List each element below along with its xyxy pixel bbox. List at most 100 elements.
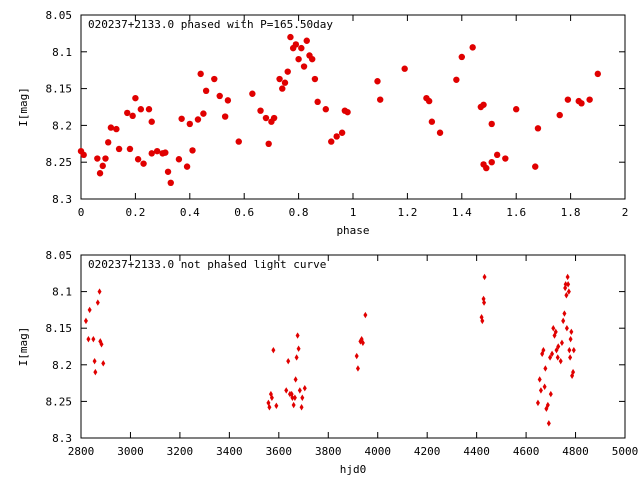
data-point [541,346,546,354]
data-point [314,98,321,106]
data-point [262,114,270,122]
data-point [99,341,104,348]
data-point [425,97,433,105]
data-point [284,387,289,394]
data-point [571,368,576,376]
x-tick-label: 0.8 [289,206,309,219]
data-point [295,332,300,339]
data-point [183,163,191,170]
data-point [338,129,346,136]
data-point [553,328,558,336]
data-point [148,150,155,157]
data-point [298,44,305,52]
data-point [91,335,96,343]
data-point [488,120,495,128]
data-point [482,299,487,306]
data-point [137,106,145,113]
data-point [93,368,98,376]
data-point [548,390,553,398]
data-point [292,394,297,401]
data-point [83,317,88,325]
data-point [566,281,571,288]
y-axis-label: I[mag] [17,87,30,127]
y-tick-label: 8.25 [46,395,73,408]
x-tick-label: 4600 [513,445,540,458]
data-point [564,325,569,332]
data-point [566,288,571,295]
data-point [558,357,563,365]
x-tick-label: 5000 [612,445,639,458]
plot-frame [80,14,626,200]
x-tick-label: 0.2 [125,206,145,219]
data-point [216,92,223,100]
x-tick-label: 4400 [463,445,490,458]
x-tick-label: 3800 [315,445,342,458]
data-point [483,164,490,172]
data-point [269,394,274,401]
data-point [101,360,106,367]
data-point [295,55,302,63]
data-point [537,376,542,383]
data-point [107,124,115,131]
x-axis-label: hjd0 [340,463,367,476]
data-point [115,145,123,153]
data-point [134,156,142,163]
data-point [556,111,563,119]
data-point [145,106,153,113]
data-point [550,350,555,358]
x-tick-label: 4800 [562,445,589,458]
data-point [200,110,207,117]
data-point [96,170,104,177]
data-point [554,346,559,354]
x-tick-label: 0.6 [234,206,254,219]
data-point [202,87,210,95]
data-point [311,75,319,83]
data-point [94,155,101,162]
data-point [186,120,193,128]
y-tick-label: 8.3 [52,432,72,445]
data-point [428,118,436,125]
data-point [235,138,242,145]
data-point [458,53,465,61]
data-point [95,299,100,306]
data-point [162,149,169,156]
data-point [535,399,540,407]
data-point [374,78,381,85]
data-point [401,65,408,72]
x-tick-label: 4000 [364,445,391,458]
data-point [436,129,444,136]
data-point [124,109,131,117]
data-point [99,162,106,170]
data-point [538,387,543,394]
data-point [322,106,329,113]
data-point [546,420,551,427]
data-point [97,288,102,295]
data-point [129,112,136,120]
data-point [287,33,294,41]
x-tick-label: 1.2 [397,206,417,219]
data-point [140,160,147,167]
data-point [279,85,286,92]
x-axis-label: phase [336,224,369,237]
data-point [594,70,601,78]
data-point [354,352,359,360]
data-point [126,145,134,153]
data-point [488,159,495,166]
data-point [80,151,87,159]
data-point [586,96,593,103]
data-point [309,55,316,63]
data-point [267,404,272,411]
x-tick-label: 4200 [414,445,441,458]
data-point [292,41,300,48]
data-point [360,339,365,347]
data-point [568,354,573,361]
data-point [355,365,360,372]
data-point [502,155,509,162]
data-point [303,37,310,44]
data-point [175,156,183,163]
data-point [291,401,296,409]
x-tick-label: 1.8 [561,206,581,219]
data-point [274,402,279,409]
data-point [493,151,501,159]
